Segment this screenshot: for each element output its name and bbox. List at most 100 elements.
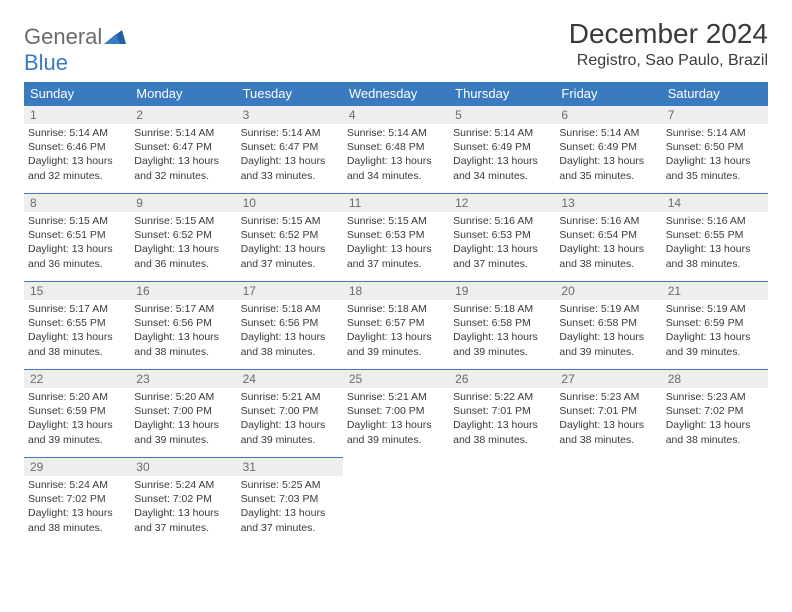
calendar-cell: 1Sunrise: 5:14 AMSunset: 6:46 PMDaylight… bbox=[24, 106, 130, 194]
day-number: 17 bbox=[237, 282, 343, 300]
sunset-line: Sunset: 6:59 PM bbox=[28, 405, 106, 417]
day-number: 24 bbox=[237, 370, 343, 388]
day-number: 15 bbox=[24, 282, 130, 300]
location-text: Registro, Sao Paulo, Brazil bbox=[569, 52, 768, 70]
day-details: Sunrise: 5:15 AMSunset: 6:52 PMDaylight:… bbox=[237, 212, 343, 275]
daylight-line: Daylight: 13 hours and 34 minutes. bbox=[347, 155, 432, 181]
sunset-line: Sunset: 6:58 PM bbox=[559, 317, 637, 329]
calendar-cell: 27Sunrise: 5:23 AMSunset: 7:01 PMDayligh… bbox=[555, 370, 661, 458]
sunrise-line: Sunrise: 5:23 AM bbox=[666, 391, 746, 403]
day-details: Sunrise: 5:18 AMSunset: 6:58 PMDaylight:… bbox=[449, 300, 555, 363]
day-details: Sunrise: 5:19 AMSunset: 6:58 PMDaylight:… bbox=[555, 300, 661, 363]
calendar-week: 22Sunrise: 5:20 AMSunset: 6:59 PMDayligh… bbox=[24, 370, 768, 458]
day-number: 8 bbox=[24, 194, 130, 212]
daylight-line: Daylight: 13 hours and 39 minutes. bbox=[241, 419, 326, 445]
calendar-week: 8Sunrise: 5:15 AMSunset: 6:51 PMDaylight… bbox=[24, 194, 768, 282]
weekday-header: Thursday bbox=[449, 82, 555, 106]
calendar-cell: 17Sunrise: 5:18 AMSunset: 6:56 PMDayligh… bbox=[237, 282, 343, 370]
day-details: Sunrise: 5:15 AMSunset: 6:53 PMDaylight:… bbox=[343, 212, 449, 275]
sunrise-line: Sunrise: 5:16 AM bbox=[666, 215, 746, 227]
day-details: Sunrise: 5:16 AMSunset: 6:54 PMDaylight:… bbox=[555, 212, 661, 275]
sunrise-line: Sunrise: 5:14 AM bbox=[241, 127, 321, 139]
sunset-line: Sunset: 6:52 PM bbox=[241, 229, 319, 241]
day-number: 27 bbox=[555, 370, 661, 388]
sunset-line: Sunset: 7:00 PM bbox=[347, 405, 425, 417]
sunset-line: Sunset: 6:48 PM bbox=[347, 141, 425, 153]
day-details: Sunrise: 5:14 AMSunset: 6:50 PMDaylight:… bbox=[662, 124, 768, 187]
day-details: Sunrise: 5:14 AM Sunset: 6:49 PM Daylight:… bbox=[555, 124, 661, 187]
day-number: 19 bbox=[449, 282, 555, 300]
day-number: 14 bbox=[662, 194, 768, 212]
sunset-line: Sunset: 7:03 PM bbox=[241, 493, 319, 505]
day-details: Sunrise: 5:23 AMSunset: 7:02 PMDaylight:… bbox=[662, 388, 768, 451]
day-details: Sunrise: 5:14 AMSunset: 6:48 PMDaylight:… bbox=[343, 124, 449, 187]
sunset-line: Sunset: 7:01 PM bbox=[453, 405, 531, 417]
day-details: Sunrise: 5:16 AMSunset: 6:53 PMDaylight:… bbox=[449, 212, 555, 275]
sunrise-line: Sunrise: 5:14 AM bbox=[559, 127, 639, 139]
daylight-line: Daylight: 13 hours and 38 minutes. bbox=[453, 419, 538, 445]
sunrise-line: Sunrise: 5:25 AM bbox=[241, 479, 321, 491]
daylight-line: Daylight: 13 hours and 35 minutes. bbox=[559, 155, 644, 181]
day-details: Sunrise: 5:18 AMSunset: 6:57 PMDaylight:… bbox=[343, 300, 449, 363]
calendar-head: SundayMondayTuesdayWednesdayThursdayFrid… bbox=[24, 82, 768, 106]
day-number: 10 bbox=[237, 194, 343, 212]
sunset-line: Sunset: 7:00 PM bbox=[134, 405, 212, 417]
daylight-line: Daylight: 13 hours and 38 minutes. bbox=[28, 507, 113, 533]
day-number: 4 bbox=[343, 106, 449, 124]
day-number: 9 bbox=[130, 194, 236, 212]
weekday-header: Monday bbox=[130, 82, 236, 106]
day-details: Sunrise: 5:17 AMSunset: 6:55 PMDaylight:… bbox=[24, 300, 130, 363]
daylight-line: Daylight: 13 hours and 39 minutes. bbox=[134, 419, 219, 445]
daylight-line: Daylight: 13 hours and 35 minutes. bbox=[666, 155, 751, 181]
daylight-line: Daylight: 13 hours and 38 minutes. bbox=[28, 331, 113, 357]
calendar-cell: 30Sunrise: 5:24 AMSunset: 7:02 PMDayligh… bbox=[130, 458, 236, 546]
daylight-line: Daylight: 13 hours and 37 minutes. bbox=[134, 507, 219, 533]
logo: General Blue bbox=[24, 24, 126, 76]
calendar-cell: 28Sunrise: 5:23 AMSunset: 7:02 PMDayligh… bbox=[662, 370, 768, 458]
calendar-cell: 25Sunrise: 5:21 AMSunset: 7:00 PMDayligh… bbox=[343, 370, 449, 458]
sunset-line: Sunset: 7:02 PM bbox=[28, 493, 106, 505]
calendar-cell: 24 Sunrise: 5:21 AM Sunset: 7:00 PM Dayligh… bbox=[237, 370, 343, 458]
daylight-line: Daylight: 13 hours and 39 minutes. bbox=[453, 331, 538, 357]
calendar-cell: 29Sunrise: 5:24 AMSunset: 7:02 PMDayligh… bbox=[24, 458, 130, 546]
daylight-line: Daylight: 13 hours and 32 minutes. bbox=[28, 155, 113, 181]
sunrise-line: Sunrise: 5:21 AM bbox=[241, 391, 321, 403]
calendar-cell bbox=[449, 458, 555, 546]
sunset-line: Sunset: 7:02 PM bbox=[666, 405, 744, 417]
day-number: 28 bbox=[662, 370, 768, 388]
daylight-line: Daylight: 13 hours and 32 minutes. bbox=[134, 155, 219, 181]
day-details: Sunrise: 5:18 AMSunset: 6:56 PMDaylight:… bbox=[237, 300, 343, 363]
daylight-line: Daylight: 13 hours and 38 minutes. bbox=[559, 243, 644, 269]
sunset-line: Sunset: 6:47 PM bbox=[134, 141, 212, 153]
day-number: 2 bbox=[130, 106, 236, 124]
sunset-line: Sunset: 7:01 PM bbox=[559, 405, 637, 417]
weekday-header: Sunday bbox=[24, 82, 130, 106]
day-details: Sunrise: 5:24 AMSunset: 7:02 PMDaylight:… bbox=[130, 476, 236, 539]
day-details: Sunrise: 5:14 AMSunset: 6:46 PMDaylight:… bbox=[24, 124, 130, 187]
day-number: 23 bbox=[130, 370, 236, 388]
daylight-line: Daylight: 13 hours and 39 minutes. bbox=[347, 331, 432, 357]
sunset-line: Sunset: 7:00 PM bbox=[241, 405, 319, 417]
sunrise-line: Sunrise: 5:20 AM bbox=[134, 391, 214, 403]
calendar-cell: 14Sunrise: 5:16 AMSunset: 6:55 PMDayligh… bbox=[662, 194, 768, 282]
sunrise-line: Sunrise: 5:15 AM bbox=[347, 215, 427, 227]
daylight-line: Daylight: 13 hours and 39 minutes. bbox=[666, 331, 751, 357]
daylight-line: Daylight: 13 hours and 36 minutes. bbox=[28, 243, 113, 269]
day-number: 26 bbox=[449, 370, 555, 388]
day-number: 29 bbox=[24, 458, 130, 476]
calendar-cell: 20Sunrise: 5:19 AMSunset: 6:58 PMDayligh… bbox=[555, 282, 661, 370]
weekday-header: Saturday bbox=[662, 82, 768, 106]
sunset-line: Sunset: 6:55 PM bbox=[666, 229, 744, 241]
sunrise-line: Sunrise: 5:15 AM bbox=[134, 215, 214, 227]
calendar-cell: 21Sunrise: 5:19 AMSunset: 6:59 PMDayligh… bbox=[662, 282, 768, 370]
sunrise-line: Sunrise: 5:18 AM bbox=[241, 303, 321, 315]
day-number: 12 bbox=[449, 194, 555, 212]
day-number: 5 bbox=[449, 106, 555, 124]
day-details: Sunrise: 5:16 AMSunset: 6:55 PMDaylight:… bbox=[662, 212, 768, 275]
sunset-line: Sunset: 6:49 PM bbox=[559, 141, 637, 153]
sunrise-line: Sunrise: 5:21 AM bbox=[347, 391, 427, 403]
sunset-line: Sunset: 6:54 PM bbox=[559, 229, 637, 241]
daylight-line: Daylight: 13 hours and 39 minutes. bbox=[28, 419, 113, 445]
day-details: Sunrise: 5:14 AMSunset: 6:47 PMDaylight:… bbox=[130, 124, 236, 187]
calendar-cell: 3Sunrise: 5:14 AMSunset: 6:47 PMDaylight… bbox=[237, 106, 343, 194]
